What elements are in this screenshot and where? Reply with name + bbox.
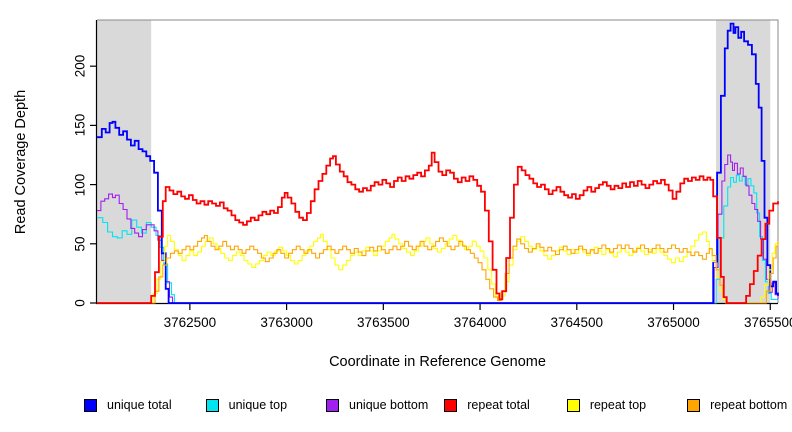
legend-label: repeat bottom — [710, 398, 788, 412]
x-tick-label: 3765000 — [647, 315, 700, 330]
y-tick-label: 150 — [72, 114, 88, 137]
legend-item-unique-total: unique total — [84, 397, 172, 413]
y-tick-label: 50 — [72, 236, 88, 252]
legend-item-repeat-bottom: repeat bottom — [687, 397, 787, 413]
unique-top-swatch — [205, 398, 219, 412]
legend-label: unique bottom — [349, 398, 429, 412]
unique-bottom-swatch — [326, 398, 340, 412]
legend-label: repeat top — [589, 398, 647, 412]
x-tick-label: 3762500 — [163, 315, 217, 330]
series-line-unique-bottom — [97, 154, 779, 304]
series-line-unique-top — [97, 174, 779, 304]
legend-item-unique-top: unique top — [205, 397, 288, 413]
legend: unique total unique top unique bottom re… — [84, 397, 787, 413]
x-tick-label: 3763500 — [357, 315, 410, 330]
legend-label: unique total — [107, 398, 172, 412]
series-line-repeat-bottom — [97, 234, 779, 304]
x-tick-label: 3764500 — [550, 315, 604, 330]
legend-item-unique-bottom: unique bottom — [326, 397, 428, 413]
legend-item-repeat-total: repeat total — [444, 397, 530, 413]
y-axis-title: Read Coverage Depth — [13, 89, 29, 235]
x-tick-label: 3765500 — [743, 315, 792, 330]
plot-area — [90, 19, 779, 310]
repeat-bottom-swatch — [687, 398, 701, 412]
y-tick-label: 200 — [72, 54, 88, 78]
x-tick-label: 3763000 — [260, 315, 313, 330]
y-tick-label: 100 — [72, 173, 88, 196]
legend-label: repeat total — [467, 398, 530, 412]
series-line-repeat-top — [97, 231, 779, 304]
y-tick-label: 0 — [72, 299, 88, 307]
legend-label: unique top — [228, 398, 288, 412]
repeat-top-swatch — [566, 398, 580, 412]
repeat-total-swatch — [444, 398, 458, 412]
series-line-repeat-total — [97, 151, 779, 304]
unique-total-swatch — [84, 398, 97, 412]
plot-box-border — [97, 19, 779, 303]
legend-item-repeat-top: repeat top — [566, 397, 647, 413]
masked-region-left — [97, 20, 152, 303]
x-tick-label: 3764000 — [453, 315, 507, 330]
x-axis-title: Coordinate in Reference Genome — [329, 354, 546, 370]
